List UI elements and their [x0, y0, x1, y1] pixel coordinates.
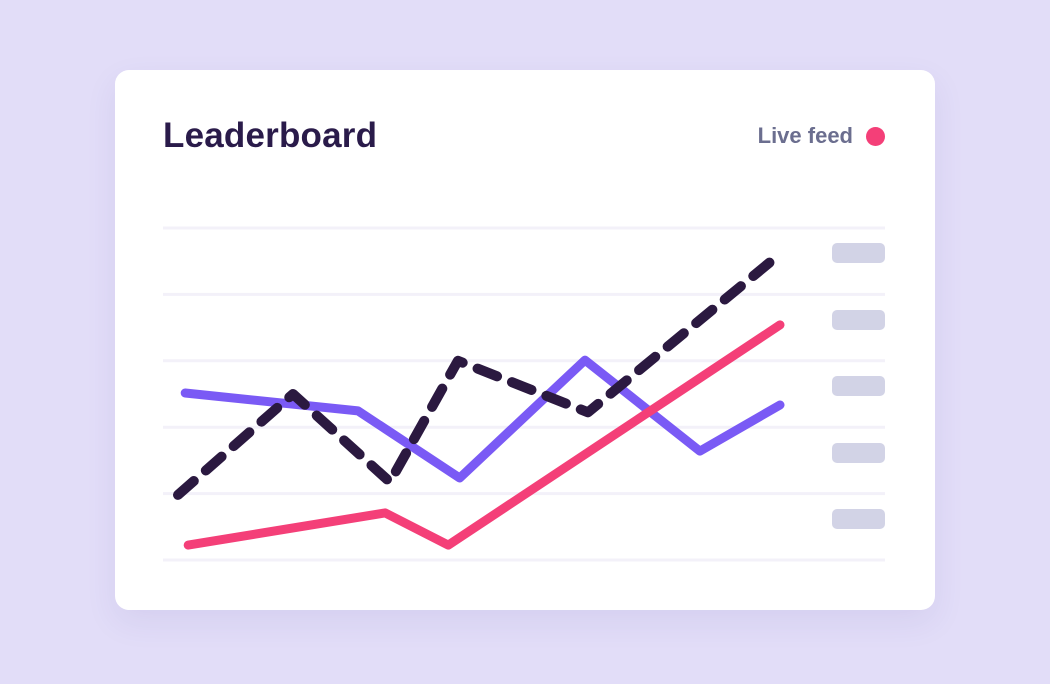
live-feed-label: Live feed — [757, 123, 853, 148]
row-label-placeholder — [832, 310, 885, 330]
row-label-placeholder — [832, 376, 885, 396]
series-leader-dashed — [173, 252, 781, 500]
row-label-placeholder — [832, 509, 885, 529]
leaderboard-card: Leaderboard Live feed — [115, 70, 935, 610]
leaderboard-chart — [163, 226, 885, 562]
live-indicator-dot — [866, 126, 885, 146]
series-player-purple — [180, 355, 785, 483]
row-label-placeholder — [832, 443, 885, 463]
live-feed-status: Live feed — [758, 123, 885, 149]
card-header: Leaderboard Live feed — [163, 110, 885, 162]
page-title: Leaderboard — [163, 116, 378, 155]
series-player-pink — [183, 320, 785, 550]
row-label-placeholder — [832, 243, 885, 263]
